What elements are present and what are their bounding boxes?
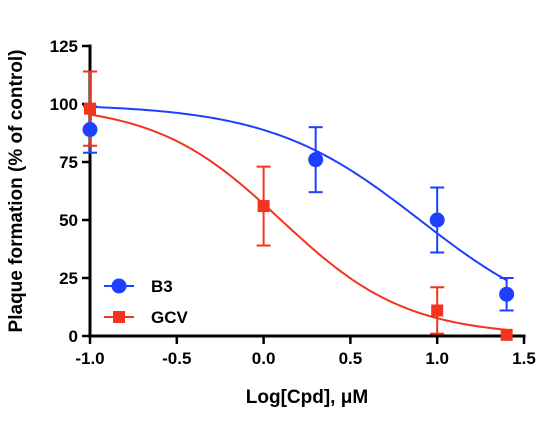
point-b3-2: [429, 212, 445, 228]
y-tick-label-0: 0: [69, 327, 78, 346]
y-axis-title: Plaque formation (% of control): [6, 50, 27, 333]
y-tick-label-1: 25: [59, 269, 78, 288]
point-gcv-2: [431, 304, 444, 317]
x-tick-label-3: 0.5: [339, 349, 363, 368]
legend-marker-b3: [111, 278, 127, 294]
point-gcv-3: [500, 328, 513, 341]
data-points: [82, 102, 515, 341]
y-tick-label-3: 75: [59, 153, 78, 172]
point-gcv-0: [84, 102, 96, 115]
point-gcv-1: [257, 200, 270, 213]
point-b3-1: [308, 152, 324, 168]
x-tick-label-4: 1.0: [425, 349, 449, 368]
x-tick-label-5: 1.5: [512, 349, 536, 368]
legend-item-b3: B3: [104, 277, 173, 296]
fit-curve-b3: [89, 105, 508, 282]
x-tick-label-2: 0.0: [252, 349, 276, 368]
legend-label-b3: B3: [151, 277, 173, 296]
y-tick-label-2: 50: [59, 211, 78, 230]
y-tick-label-4: 100: [50, 95, 78, 114]
legend-item-gcv: GCV: [104, 308, 189, 327]
legend-label-gcv: GCV: [151, 308, 189, 327]
point-b3-3: [499, 286, 515, 302]
legend-marker-gcv: [113, 311, 125, 323]
x-ticks: -1.0 -0.5 0.0 0.5 1.0 1.5: [75, 336, 536, 368]
legend: B3 GCV: [104, 277, 189, 327]
y-tick-label-5: 125: [50, 37, 78, 56]
x-axis-title: Log[Cpd], μM: [246, 387, 368, 408]
point-b3-0: [82, 122, 98, 138]
x-tick-label-0: -1.0: [75, 349, 104, 368]
y-ticks: 0 25 50 75 100 125: [50, 37, 90, 346]
x-tick-label-1: -0.5: [162, 349, 191, 368]
